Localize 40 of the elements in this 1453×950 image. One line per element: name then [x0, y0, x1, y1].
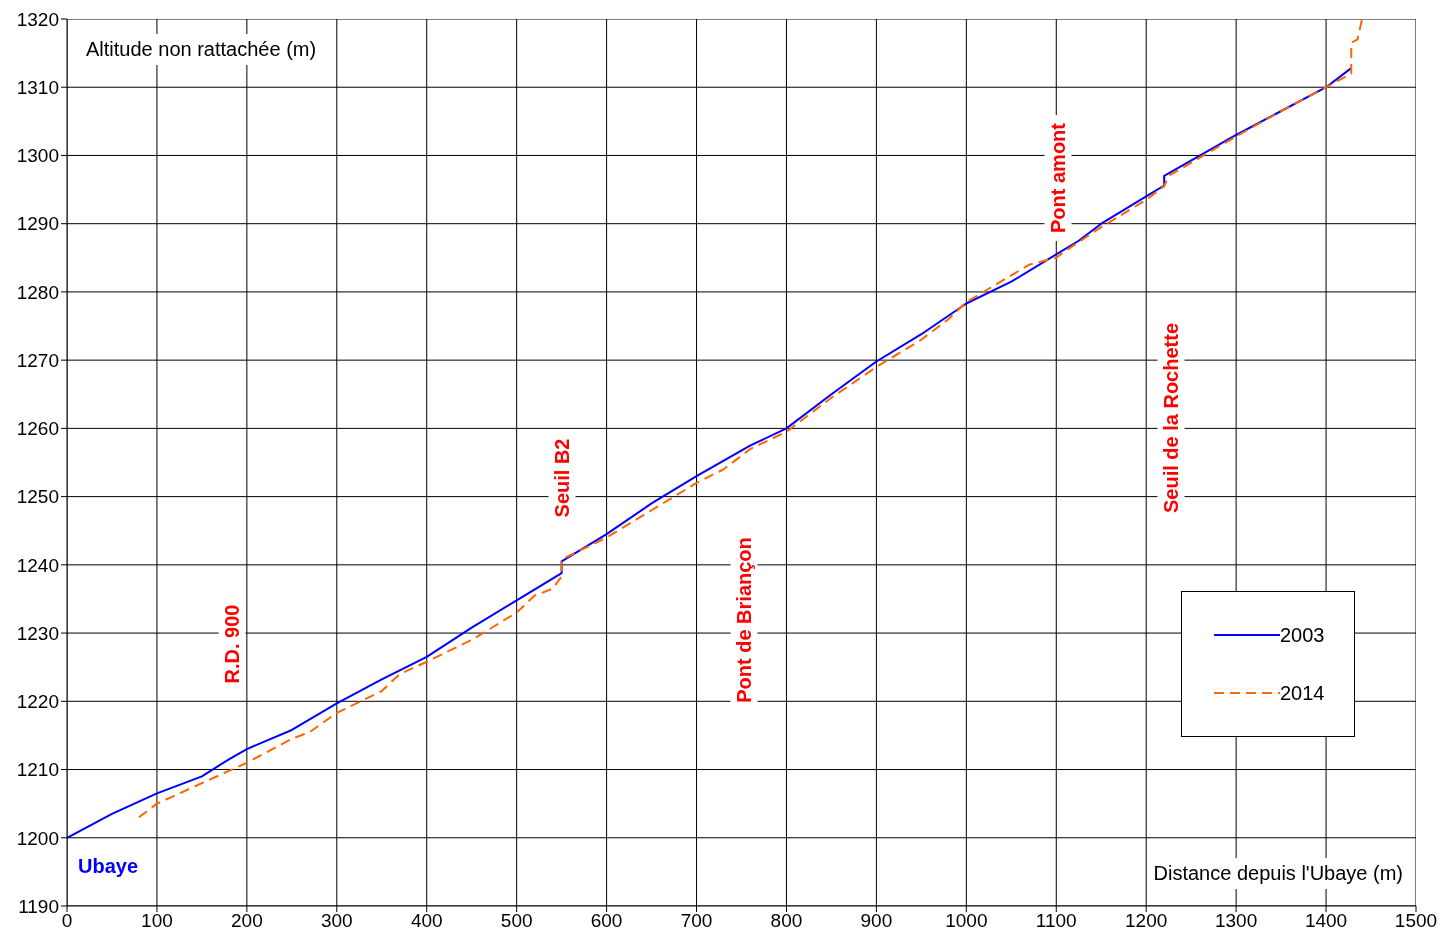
- y-tick-label: 1210: [16, 759, 59, 781]
- y-tick-label: 1190: [18, 895, 59, 917]
- x-tick-label: 1300: [1214, 910, 1258, 932]
- annotation: R.D. 900: [218, 596, 246, 692]
- x-tick-label: 400: [410, 910, 443, 932]
- x-tick-label: 1100: [1035, 910, 1077, 932]
- annotation: Ubaye: [74, 853, 143, 880]
- y-tick-label: 1290: [16, 213, 59, 235]
- annotation: Seuil de la Rochette: [1157, 314, 1185, 522]
- x-tick-label: 1500: [1394, 910, 1438, 932]
- y-tick-label: 1220: [16, 691, 59, 713]
- y-tick-label: 1300: [16, 145, 59, 167]
- annotation: Pont amont: [1044, 115, 1072, 241]
- y-tick-label: 1310: [16, 76, 59, 98]
- x-tick-label: 900: [860, 910, 893, 932]
- y-tick-label: 1200: [16, 827, 59, 849]
- y-tick-label: 1240: [16, 554, 59, 576]
- x-tick-label: 1000: [945, 910, 988, 932]
- x-tick-label: 700: [680, 910, 713, 932]
- x-tick-label: 800: [770, 910, 803, 932]
- y-axis-title: Altitude non rattachée (m): [80, 34, 323, 65]
- x-tick-label: 500: [500, 910, 533, 932]
- y-tick-label: 1230: [16, 622, 59, 644]
- annotation: Seuil B2: [548, 430, 576, 526]
- x-tick-label: 1400: [1304, 910, 1348, 932]
- y-tick-label: 1320: [16, 8, 59, 30]
- x-tick-label: 600: [590, 910, 623, 932]
- x-tick-label: 300: [320, 910, 353, 932]
- x-tick-label: 1200: [1125, 910, 1168, 932]
- y-tick-label: 1270: [16, 349, 59, 371]
- y-tick-label: 1250: [16, 486, 59, 508]
- x-tick-label: 0: [61, 910, 73, 932]
- x-tick-label: 100: [141, 910, 173, 932]
- y-tick-label: 1280: [16, 281, 59, 303]
- x-axis-title: Distance depuis l'Ubaye (m): [1147, 858, 1409, 889]
- legend-label: 2003: [1280, 623, 1325, 647]
- annotation: Pont de Briançon: [730, 529, 758, 711]
- x-tick-label: 200: [231, 910, 263, 932]
- legend-label: 2014: [1280, 681, 1325, 705]
- y-tick-label: 1260: [16, 418, 59, 440]
